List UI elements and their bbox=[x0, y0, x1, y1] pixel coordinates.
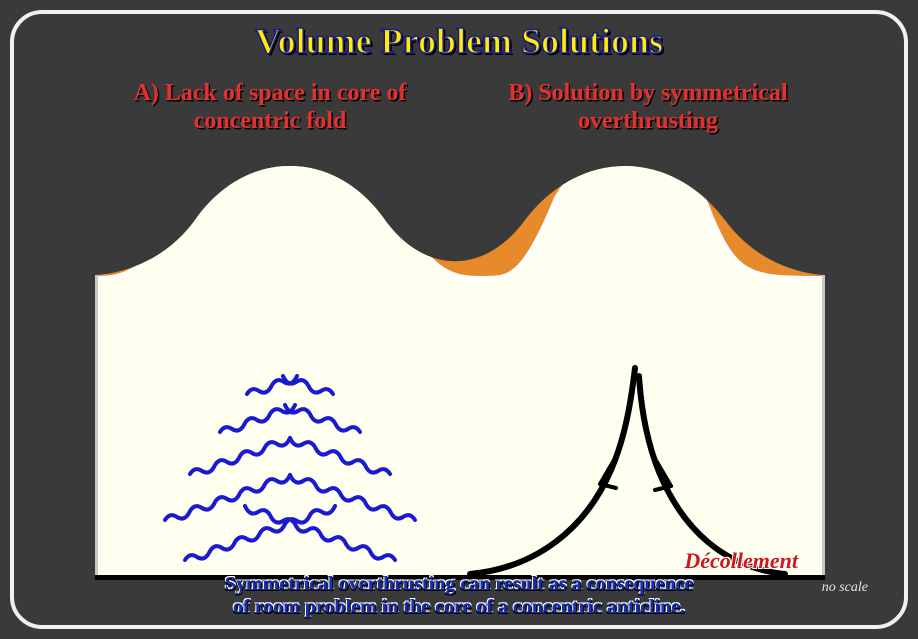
decollement-label: Décollement bbox=[684, 548, 798, 574]
caption: Symmetrical overthrusting can result as … bbox=[0, 573, 918, 619]
strata-layers bbox=[95, 160, 825, 580]
page-title: Volume Problem Solutions bbox=[0, 20, 918, 62]
subtitle-b: B) Solution by symmetrical overthrusting bbox=[468, 80, 828, 135]
cross-section bbox=[95, 160, 825, 580]
caption-line-2: of room problem in the core of a concent… bbox=[233, 596, 685, 618]
subtitle-a: A) Lack of space in core of concentric f… bbox=[90, 80, 450, 135]
caption-line-1: Symmetrical overthrusting can result as … bbox=[225, 573, 693, 595]
diagram-frame: Volume Problem Solutions A) Lack of spac… bbox=[0, 0, 918, 639]
